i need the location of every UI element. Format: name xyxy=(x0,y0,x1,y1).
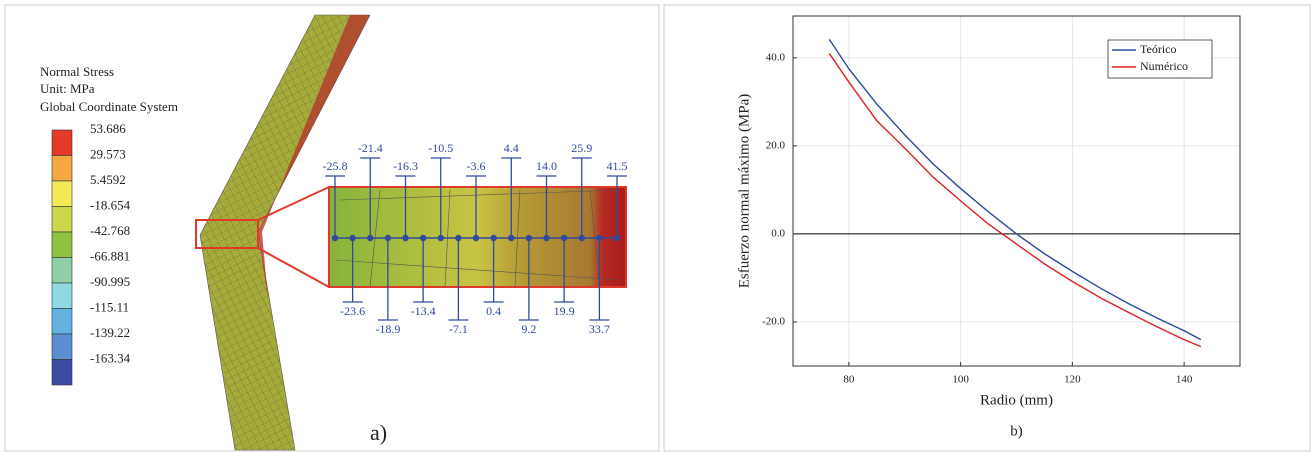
probe-point xyxy=(385,235,391,241)
probe-point xyxy=(490,235,496,241)
legend-label: -90.995 xyxy=(90,274,130,289)
y-tick-label: 40.0 xyxy=(766,51,786,63)
page: Normal Stress Unit: MPa Global Coordinat… xyxy=(0,0,1315,453)
probe-point xyxy=(402,235,408,241)
fem-model xyxy=(196,15,626,450)
callout-label: 19.9 xyxy=(554,304,575,318)
panel-border xyxy=(664,5,1310,451)
panel-label: a) xyxy=(370,420,387,445)
probe-point xyxy=(526,235,532,241)
legend-swatch xyxy=(52,181,72,207)
legend-label: -42.768 xyxy=(90,223,130,238)
callout-label: 4.4 xyxy=(504,141,519,155)
legend-title: Global Coordinate System xyxy=(40,99,178,114)
legend-label: Numérico xyxy=(1140,59,1188,73)
data-line xyxy=(829,53,1201,346)
data-line xyxy=(829,39,1201,339)
x-tick-label: 80 xyxy=(843,374,855,386)
callout-label: -13.4 xyxy=(411,304,436,318)
callout-label: 9.2 xyxy=(521,322,536,336)
probe-point xyxy=(543,235,549,241)
callout-label: 25.9 xyxy=(571,141,592,155)
callout-label: -3.6 xyxy=(467,159,486,173)
probe-point xyxy=(332,235,338,241)
probe-point xyxy=(420,235,426,241)
legend-swatch xyxy=(52,334,72,360)
legend-label: -18.654 xyxy=(90,197,131,212)
legend-swatch xyxy=(52,309,72,335)
legend-swatch xyxy=(52,360,72,386)
legend-title: Normal Stress xyxy=(40,64,114,79)
y-tick-label: 0.0 xyxy=(771,227,785,239)
probe-point xyxy=(614,235,620,241)
legend-label: -115.11 xyxy=(90,299,129,314)
callout-label: -23.6 xyxy=(340,304,365,318)
x-tick-label: 100 xyxy=(952,374,969,386)
callout-label: 33.7 xyxy=(589,322,610,336)
probe-point xyxy=(579,235,585,241)
legend-label: -139.22 xyxy=(90,325,130,340)
callout-label: -21.4 xyxy=(358,141,383,155)
probe-point xyxy=(349,235,355,241)
probe-point xyxy=(455,235,461,241)
legend-swatch xyxy=(52,207,72,233)
callout-label: 0.4 xyxy=(486,304,501,318)
legend-swatch xyxy=(52,258,72,284)
x-axis-label: Radio (mm) xyxy=(980,392,1053,408)
y-tick-label: -20.0 xyxy=(762,316,785,328)
callout-label: 41.5 xyxy=(607,159,628,173)
callout-label: -25.8 xyxy=(323,159,348,173)
x-tick-label: 140 xyxy=(1176,374,1193,386)
callout-label: -16.3 xyxy=(393,159,418,173)
legend-swatch xyxy=(52,130,72,156)
callout-label: -18.9 xyxy=(375,322,400,336)
legend-label: Teórico xyxy=(1140,42,1176,56)
panel-label: b) xyxy=(1010,423,1023,439)
legend-swatch xyxy=(52,283,72,309)
legend-label: 29.573 xyxy=(90,146,126,161)
legend-swatch xyxy=(52,156,72,182)
legend-label: -163.34 xyxy=(90,350,131,365)
probe-point xyxy=(438,235,444,241)
probe-point xyxy=(596,235,602,241)
figure: Normal Stress Unit: MPa Global Coordinat… xyxy=(0,0,1315,453)
y-axis-label: Esfuerzo normal máximo (MPa) xyxy=(736,94,752,289)
callout-label: -10.5 xyxy=(428,141,453,155)
legend-title: Unit: MPa xyxy=(40,81,95,96)
x-tick-label: 120 xyxy=(1064,374,1081,386)
zoom-connector xyxy=(258,248,329,287)
legend-label: 53.686 xyxy=(90,121,126,136)
callout-label: 14.0 xyxy=(536,159,557,173)
legend-label: -66.881 xyxy=(90,248,130,263)
probe-point xyxy=(367,235,373,241)
legend-label: 5.4592 xyxy=(90,172,126,187)
probe-point xyxy=(473,235,479,241)
callout-label: -7.1 xyxy=(449,322,468,336)
y-tick-label: 20.0 xyxy=(766,139,786,151)
probe-point xyxy=(508,235,514,241)
probe-point xyxy=(561,235,567,241)
legend-swatch xyxy=(52,232,72,258)
